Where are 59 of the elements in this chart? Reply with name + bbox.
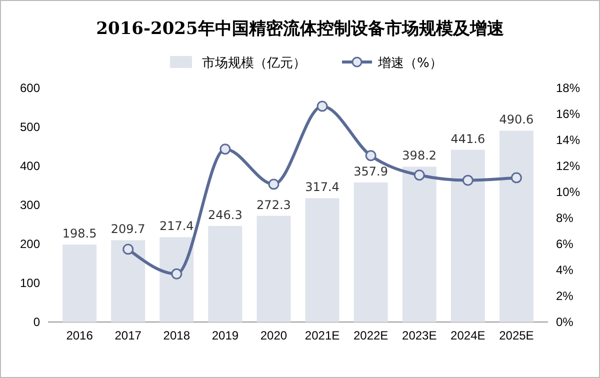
data-label: 441.6 <box>450 132 486 146</box>
bar <box>450 150 485 322</box>
x-tick-label: 2018 <box>163 328 190 342</box>
point <box>365 150 376 162</box>
data-label: 209.7 <box>110 222 146 236</box>
bar <box>402 166 436 322</box>
point <box>510 172 522 184</box>
x-tick-label: 2016 <box>66 328 94 342</box>
x-tick-label: 2024E <box>450 328 486 342</box>
y2-tick-label: 18% <box>556 80 580 95</box>
y2-tick-label: 4% <box>556 262 574 277</box>
bar <box>111 240 146 322</box>
point <box>122 244 134 255</box>
x-tick-label: 2020 <box>260 328 288 342</box>
data-label: 398.2 <box>402 148 437 163</box>
y2-tick-label: 14% <box>556 132 580 147</box>
data-label: 246.3 <box>208 208 242 222</box>
y-tick-label: 600 <box>20 80 40 95</box>
x-tick-label: 2021E <box>304 328 340 342</box>
y2-tick-label: 12% <box>556 158 580 173</box>
data-label: 198.5 <box>62 226 97 241</box>
y2-tick-label: 8% <box>556 210 574 225</box>
point <box>462 174 474 186</box>
bar <box>208 226 242 322</box>
point <box>316 100 328 112</box>
y2-tick-label: 6% <box>556 236 574 251</box>
bar <box>256 216 291 322</box>
data-label: 490.6 <box>499 112 534 127</box>
point <box>414 170 425 181</box>
legend-label: 增速（%） <box>377 56 442 71</box>
bar <box>499 130 534 322</box>
bar <box>354 182 388 322</box>
y2-tick-label: 10% <box>556 184 580 199</box>
data-label: 272.3 <box>256 198 291 212</box>
y-tick-label: 100 <box>20 276 40 290</box>
y2-tick-label: 2% <box>556 288 574 303</box>
point <box>171 268 182 280</box>
y-tick-label: 300 <box>20 198 40 212</box>
y-tick-label: 200 <box>20 236 40 251</box>
legend-label: 市场规模（亿元） <box>202 56 306 71</box>
point <box>268 178 280 190</box>
y-tick-label: 500 <box>20 120 40 134</box>
data-label: 217.4 <box>159 219 194 234</box>
x-tick-label: 2017 <box>114 328 142 342</box>
chart-title: 2016-2025年中国精密流体控制设备市场规模及增速 <box>96 19 504 39</box>
x-tick-label: 2025E <box>499 328 534 342</box>
x-tick-label: 2022E <box>353 328 388 342</box>
bar <box>160 237 194 322</box>
x-tick-label: 2023E <box>402 328 437 342</box>
data-label: 317.4 <box>305 180 340 194</box>
y-tick-label: 0 <box>33 314 40 329</box>
bar <box>62 244 97 322</box>
data-label: 357.9 <box>354 164 388 178</box>
point <box>220 144 231 155</box>
bar <box>305 198 340 322</box>
y-tick-label: 400 <box>20 158 40 173</box>
x-tick-label: 2019 <box>212 328 239 342</box>
y2-tick-label: 0% <box>556 314 574 329</box>
y2-tick-label: 16% <box>556 106 580 121</box>
